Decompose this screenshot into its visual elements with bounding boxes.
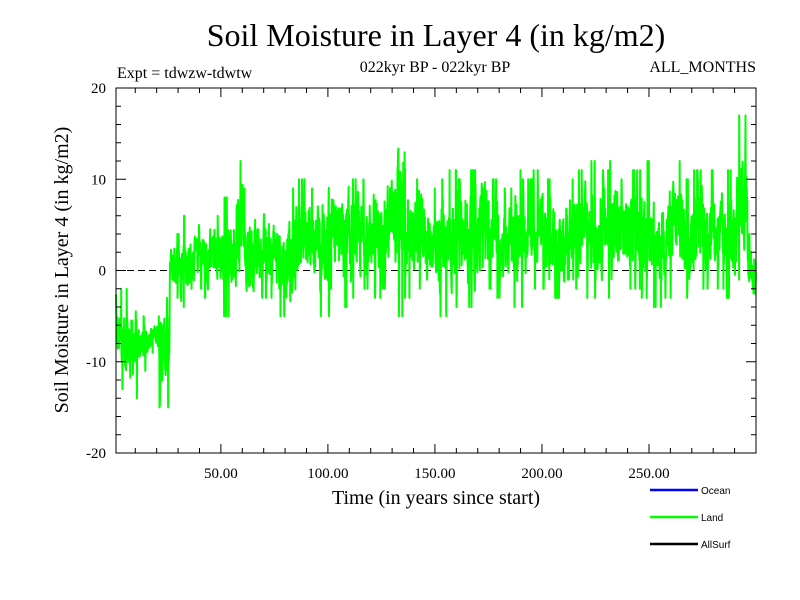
legend-label-ocean: Ocean (701, 486, 730, 497)
y-tick-label: 0 (99, 264, 107, 280)
months-label: ALL_MONTHS (649, 59, 756, 76)
series-line-land (115, 114, 757, 409)
x-tick-label: 50.00 (204, 466, 238, 482)
legend-label-land: Land (701, 513, 723, 524)
y-tick-label: 20 (91, 81, 106, 97)
x-tick-label: 150.00 (414, 466, 455, 482)
y-tick-label: 10 (91, 172, 106, 188)
plot-area: 50.00 100.00 150.00 200.00 250.00 -20 -10 0 10 20 (86, 81, 757, 482)
x-axis-label: Time (in years since start) (332, 487, 540, 509)
x-tick-label: 250.00 (628, 466, 669, 482)
legend-label-allsurf: AllSurf (701, 540, 731, 551)
experiment-label: Expt = tdwzw-tdwtw (117, 65, 253, 82)
chart-title: Soil Moisture in Layer 4 (in kg/m2) (207, 17, 666, 53)
y-tick-label: -10 (86, 355, 106, 371)
y-tick-label: -20 (86, 446, 106, 462)
x-tick-label: 200.00 (521, 466, 562, 482)
x-tick-label: 100.00 (307, 466, 348, 482)
y-axis-label: Soil Moisture in Layer 4 (in kg/m2) (51, 127, 73, 414)
legend: Ocean Land AllSurf (650, 486, 731, 551)
period-label: 022kyr BP - 022kyr BP (360, 59, 511, 76)
